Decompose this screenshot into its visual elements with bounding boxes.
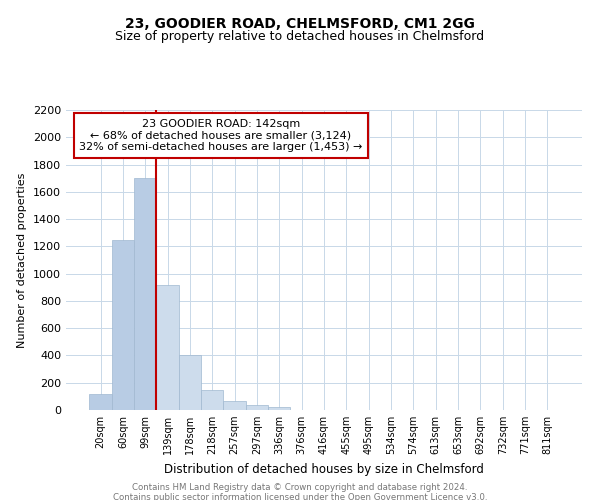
Bar (223, 400, 246, 410)
Text: 23 GOODIER ROAD: 142sqm
← 68% of detached houses are smaller (3,124)
32% of semi: 23 GOODIER ROAD: 142sqm ← 68% of detache… (79, 119, 362, 152)
X-axis label: Distribution of detached houses by size in Chelmsford: Distribution of detached houses by size … (164, 462, 484, 475)
Bar (134, 178, 157, 410)
Bar (246, 405, 268, 410)
Text: 23, GOODIER ROAD, CHELMSFORD, CM1 2GG: 23, GOODIER ROAD, CHELMSFORD, CM1 2GG (125, 18, 475, 32)
Bar (157, 284, 179, 410)
Text: Size of property relative to detached houses in Chelmsford: Size of property relative to detached ho… (115, 30, 485, 43)
Bar (179, 356, 201, 410)
Bar (112, 240, 134, 410)
Bar (201, 390, 223, 410)
Bar (89, 394, 112, 410)
Y-axis label: Number of detached properties: Number of detached properties (17, 172, 28, 348)
Bar (268, 408, 290, 410)
Text: Contains HM Land Registry data © Crown copyright and database right 2024.
Contai: Contains HM Land Registry data © Crown c… (113, 482, 487, 500)
